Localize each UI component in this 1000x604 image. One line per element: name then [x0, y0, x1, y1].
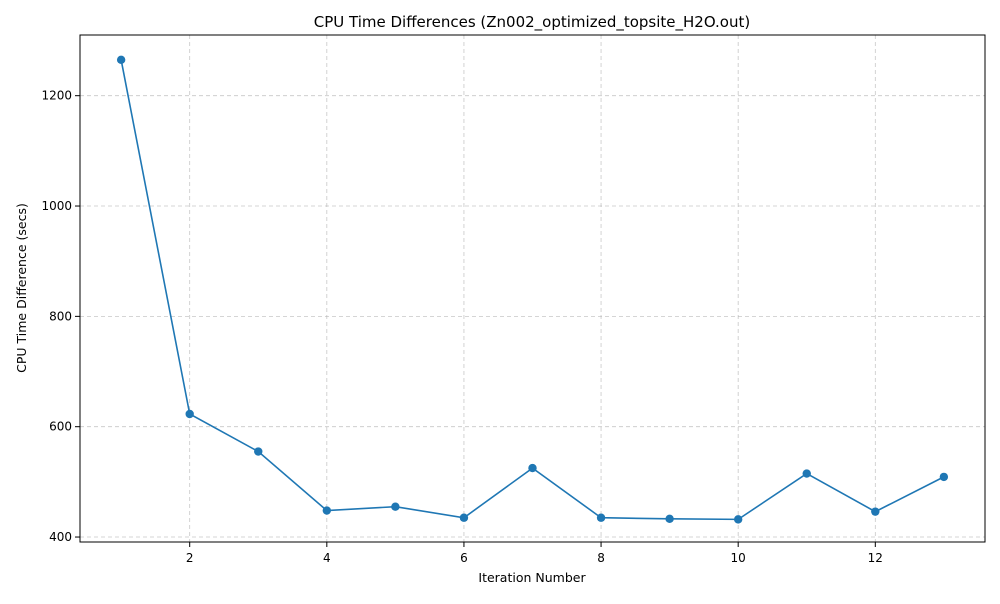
y-tick-label: 1200	[41, 89, 72, 103]
data-point-marker	[939, 472, 949, 482]
data-point-marker	[322, 506, 332, 515]
x-tick-label: 8	[597, 551, 605, 565]
axis-ticks: 2 4 6 8 10 12 400 600 800 1000 1200	[41, 89, 882, 565]
x-tick-label: 6	[460, 551, 468, 565]
y-tick-label: 800	[49, 309, 72, 323]
x-axis-label: Iteration Number	[478, 570, 586, 585]
data-point-marker	[802, 469, 811, 478]
data-point-marker	[665, 514, 674, 524]
data-point-marker	[459, 513, 469, 522]
data-point-marker	[185, 409, 194, 419]
chart-title: CPU Time Differences (Zn002_optimized_to…	[314, 13, 750, 32]
data-point-marker	[116, 55, 126, 65]
plot-area-frame	[79, 34, 986, 543]
x-tick-label: 10	[731, 551, 746, 565]
data-point-marker	[254, 447, 263, 456]
x-tick-label: 12	[868, 551, 883, 565]
data-point-marker	[391, 502, 400, 511]
data-point-marker	[733, 515, 743, 524]
y-tick-label: 600	[49, 420, 72, 434]
y-tick-label: 400	[49, 530, 72, 544]
data-point-marker	[528, 463, 537, 473]
data-point-marker	[871, 507, 880, 516]
data-point-marker	[596, 513, 606, 522]
x-tick-label: 2	[186, 551, 194, 565]
y-tick-label: 1000	[41, 199, 72, 213]
series-layer	[116, 55, 949, 524]
y-axis-label: CPU Time Difference (secs)	[14, 203, 29, 373]
x-tick-label: 4	[323, 551, 331, 565]
grid-lines	[80, 35, 985, 542]
